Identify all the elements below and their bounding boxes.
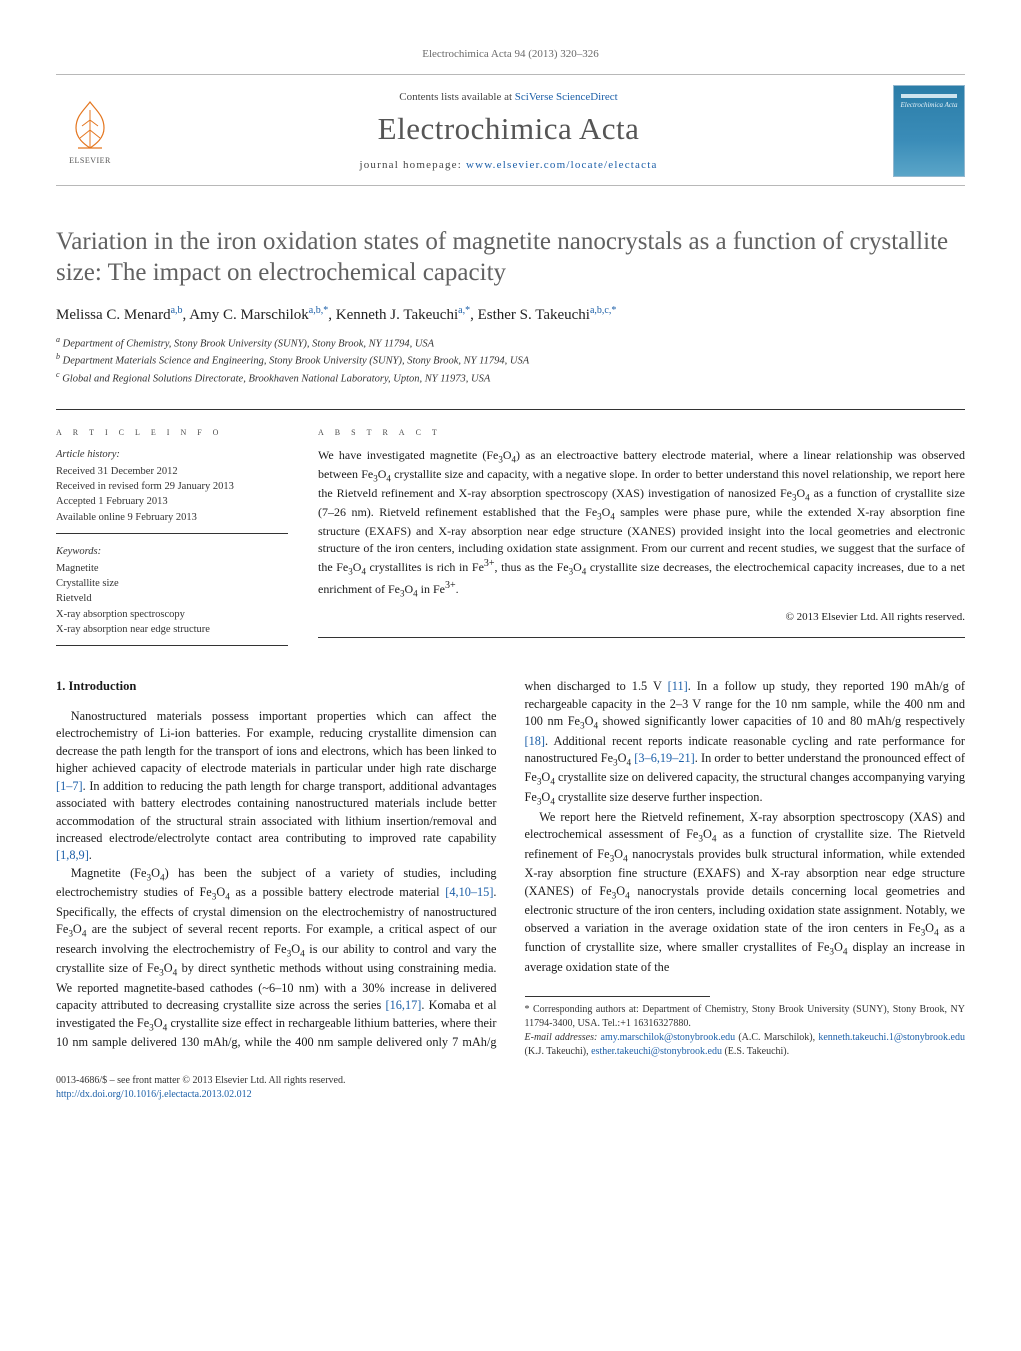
section-title: Introduction bbox=[69, 679, 137, 693]
citation-link[interactable]: [11] bbox=[668, 679, 688, 693]
journal-title: Electrochimica Acta bbox=[142, 111, 875, 147]
affiliation-line: b Department Materials Science and Engin… bbox=[56, 351, 965, 369]
keyword: X-ray absorption near edge structure bbox=[56, 622, 288, 637]
journal-cover-thumbnail: Electrochimica Acta bbox=[893, 85, 965, 177]
citation-link[interactable]: [16,17] bbox=[386, 998, 422, 1012]
affiliations: a Department of Chemistry, Stony Brook U… bbox=[56, 334, 965, 387]
body-two-column: 1. Introduction Nanostructured materials… bbox=[56, 678, 965, 1060]
section-heading: 1. Introduction bbox=[56, 678, 497, 696]
history-line: Available online 9 February 2013 bbox=[56, 510, 288, 525]
footnote-separator bbox=[525, 996, 710, 997]
history-line: Received in revised form 29 January 2013 bbox=[56, 479, 288, 494]
keywords-block: Keywords: MagnetiteCrystallite sizeRietv… bbox=[56, 544, 288, 646]
keyword: Crystallite size bbox=[56, 576, 288, 591]
citation-link[interactable]: [1–7] bbox=[56, 779, 83, 793]
abstract-column: a b s t r a c t We have investigated mag… bbox=[318, 424, 965, 646]
sciencedirect-link[interactable]: SciVerse ScienceDirect bbox=[515, 91, 618, 103]
body-paragraph: Nanostructured materials possess importa… bbox=[56, 708, 497, 865]
history-line: Accepted 1 February 2013 bbox=[56, 494, 288, 509]
elsevier-logo: ELSEVIER bbox=[56, 93, 124, 169]
homepage-line: journal homepage: www.elsevier.com/locat… bbox=[142, 159, 875, 171]
citation-link[interactable]: [4,10–15] bbox=[445, 885, 493, 899]
authors-line: Melissa C. Menarda,b, Amy C. Marschiloka… bbox=[56, 305, 965, 324]
email-link[interactable]: esther.takeuchi@stonybrook.edu bbox=[591, 1046, 722, 1057]
contents-line: Contents lists available at SciVerse Sci… bbox=[142, 91, 875, 103]
article-info-heading: a r t i c l e i n f o bbox=[56, 424, 288, 439]
keyword: Magnetite bbox=[56, 561, 288, 576]
corresponding-note: * Corresponding authors at: Department o… bbox=[525, 1003, 966, 1059]
issn-line: 0013-4686/$ – see front matter © 2013 El… bbox=[56, 1074, 965, 1088]
abstract-copyright: © 2013 Elsevier Ltd. All rights reserved… bbox=[318, 610, 965, 626]
citation-link[interactable]: [3–6,19–21] bbox=[634, 751, 694, 765]
doi-link[interactable]: http://dx.doi.org/10.1016/j.electacta.20… bbox=[56, 1089, 252, 1100]
abstract-text: We have investigated magnetite (Fe3O4) a… bbox=[318, 447, 965, 639]
homepage-prefix: journal homepage: bbox=[359, 159, 466, 171]
citation-link[interactable]: [18] bbox=[525, 734, 546, 748]
cover-title: Electrochimica Acta bbox=[901, 102, 958, 110]
abstract-heading: a b s t r a c t bbox=[318, 424, 965, 439]
article-history-label: Article history: bbox=[56, 447, 288, 462]
affiliation-line: c Global and Regional Solutions Director… bbox=[56, 369, 965, 387]
keywords-label: Keywords: bbox=[56, 544, 288, 559]
corresponding-emails: E-mail addresses: amy.marschilok@stonybr… bbox=[525, 1031, 966, 1059]
article-history-block: Article history: Received 31 December 20… bbox=[56, 447, 288, 534]
tree-icon bbox=[62, 98, 118, 154]
corresponding-text: * Corresponding authors at: Department o… bbox=[525, 1003, 966, 1031]
page-footer: 0013-4686/$ – see front matter © 2013 El… bbox=[56, 1074, 965, 1102]
article-info-column: a r t i c l e i n f o Article history: R… bbox=[56, 424, 288, 646]
section-number: 1. bbox=[56, 679, 65, 693]
article-title: Variation in the iron oxidation states o… bbox=[56, 226, 965, 289]
contents-prefix: Contents lists available at bbox=[399, 91, 514, 103]
keyword: Rietveld bbox=[56, 591, 288, 606]
masthead: ELSEVIER Contents lists available at Sci… bbox=[56, 74, 965, 186]
history-line: Received 31 December 2012 bbox=[56, 464, 288, 479]
email-link[interactable]: kenneth.takeuchi.1@stonybrook.edu bbox=[818, 1032, 965, 1043]
keyword: X-ray absorption spectroscopy bbox=[56, 607, 288, 622]
homepage-link[interactable]: www.elsevier.com/locate/electacta bbox=[466, 159, 658, 171]
affiliation-line: a Department of Chemistry, Stony Brook U… bbox=[56, 334, 965, 352]
citation-link[interactable]: [1,8,9] bbox=[56, 848, 89, 862]
journal-reference: Electrochimica Acta 94 (2013) 320–326 bbox=[56, 48, 965, 60]
info-abstract-row: a r t i c l e i n f o Article history: R… bbox=[56, 409, 965, 646]
elsevier-label: ELSEVIER bbox=[69, 156, 111, 165]
body-paragraph: We report here the Rietveld refinement, … bbox=[525, 809, 966, 976]
abstract-body: We have investigated magnetite (Fe3O4) a… bbox=[318, 448, 965, 596]
email-link[interactable]: amy.marschilok@stonybrook.edu bbox=[601, 1032, 736, 1043]
masthead-center: Contents lists available at SciVerse Sci… bbox=[142, 91, 875, 171]
